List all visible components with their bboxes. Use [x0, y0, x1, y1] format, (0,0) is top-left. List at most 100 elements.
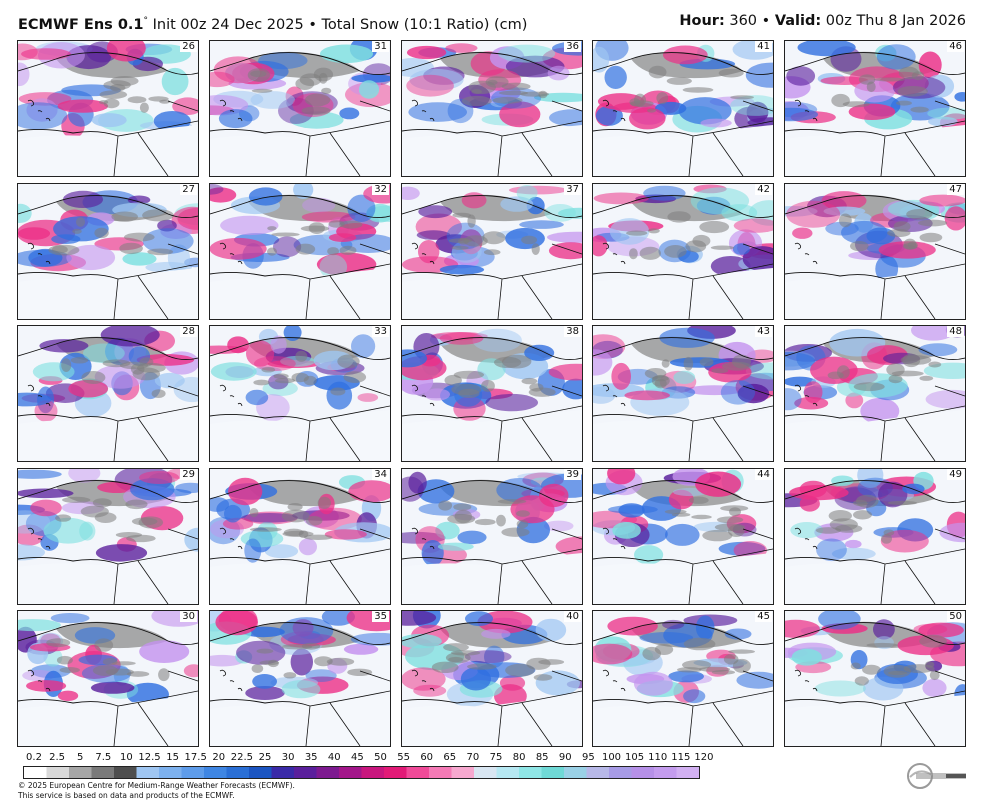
member-number-label: 44	[755, 469, 772, 480]
member-number-label: 41	[755, 41, 772, 52]
colorbar-tick-label: 55	[397, 752, 410, 763]
colorbar-swatch	[46, 767, 70, 778]
colorbar-swatch	[136, 767, 160, 778]
colorbar-swatch	[496, 767, 520, 778]
ensemble-member-panel: 46	[784, 40, 966, 177]
colorbar-swatch	[631, 767, 655, 778]
member-number-label: 48	[947, 326, 964, 337]
colorbar-tick-labels: 0.2 2.5 5 7.5 10 12.5 15 17.5 20 22.5 25 30 35 40 45 50…	[0, 752, 984, 765]
colorbar-swatches	[24, 767, 699, 778]
ensemble-member-panel: 49	[784, 468, 966, 605]
colorbar-tick-label: 115	[671, 752, 691, 763]
hour-value: 360	[724, 13, 758, 29]
colorbar-tick-label: 95	[582, 752, 595, 763]
ensemble-member-panel: 36	[401, 40, 583, 177]
colorbar-swatch	[24, 767, 47, 778]
colorbar-tick-label: 70	[466, 752, 480, 763]
snowfall-map	[210, 611, 390, 746]
colorbar-tick-label: 120	[694, 752, 714, 763]
member-number-label: 49	[947, 469, 964, 480]
colorbar-swatch	[429, 767, 452, 778]
ensemble-member-panel: 33	[209, 325, 391, 462]
init-time: Init 00z 24 Dec 2025	[148, 17, 304, 33]
ensemble-member-panel: 34	[209, 468, 391, 605]
member-number-label: 34	[372, 469, 389, 480]
snowfall-map	[593, 611, 773, 746]
member-number-label: 35	[372, 611, 389, 622]
colorbar-tick-label: 110	[648, 752, 668, 763]
member-number-label: 28	[180, 326, 197, 337]
member-number-label: 45	[755, 611, 772, 622]
colorbar-tick-label: 75	[489, 752, 503, 763]
snowfall-map	[210, 41, 390, 176]
ensemble-member-panel: 38	[401, 325, 583, 462]
member-number-label: 43	[755, 326, 772, 337]
member-number-label: 31	[372, 41, 389, 52]
snowfall-map	[593, 41, 773, 176]
ensemble-member-panel: 31	[209, 40, 391, 177]
ensemble-member-panel: 35	[209, 610, 391, 747]
weatherbell-logo-icon	[907, 763, 966, 789]
ensemble-member-panel: 41	[592, 40, 774, 177]
colorbar-swatch	[91, 767, 115, 778]
colorbar-tick-label: 25	[258, 752, 272, 763]
member-number-label: 42	[755, 184, 772, 195]
snowfall-map	[210, 469, 390, 604]
member-number-label: 27	[180, 184, 197, 195]
colorbar-swatch	[541, 767, 565, 778]
colorbar-swatch	[204, 767, 227, 778]
snowfall-map	[18, 611, 198, 746]
snowfall-map	[402, 469, 582, 604]
colorbar-swatch	[316, 767, 340, 778]
colorbar-tick-label: 80	[512, 752, 526, 763]
colorbar-tick-label: 40	[327, 752, 341, 763]
colorbar-tick-label: 30	[281, 752, 295, 763]
colorbar-tick-label: 50	[374, 752, 387, 763]
member-number-label: 26	[180, 41, 197, 52]
snowfall-map	[18, 41, 198, 176]
ensemble-member-panel: 37	[401, 183, 583, 320]
valid-separator: •	[757, 13, 775, 29]
snowfall-map	[593, 469, 773, 604]
ensemble-member-panel: 28	[17, 325, 199, 462]
colorbar-tick-label: 10	[120, 752, 133, 763]
colorbar-tick-label: 90	[558, 752, 572, 763]
colorbar-tick-label: 0.2	[26, 752, 42, 763]
degree-mark: °	[143, 16, 149, 26]
snowfall-map	[210, 326, 390, 461]
colorbar-swatch	[114, 767, 137, 778]
snowfall-map	[785, 469, 965, 604]
colorbar-tick-label: 85	[535, 752, 549, 763]
colorbar-tick-label: 2.5	[49, 752, 66, 763]
member-number-label: 32	[372, 184, 389, 195]
colorbar-swatch	[339, 767, 362, 778]
ensemble-panel-grid: 26 31 36 41 46 27 32 37 42 47 28 33 38 43 48 29 34 39 44 49…	[17, 40, 968, 750]
ensemble-member-panel: 26	[17, 40, 199, 177]
snowfall-map	[402, 41, 582, 176]
colorbar-tick-label: 100	[601, 752, 622, 763]
snowfall-map	[18, 469, 198, 604]
snowfall-map	[785, 184, 965, 319]
colorbar-swatch	[451, 767, 475, 778]
ensemble-member-panel: 29	[17, 468, 199, 605]
snowfall-map	[785, 326, 965, 461]
colorbar-tick-label: 15	[166, 752, 179, 763]
colorbar-swatch	[249, 767, 272, 778]
snowfall-map	[785, 611, 965, 746]
colorbar-tick-label: 65	[443, 752, 457, 763]
member-number-label: 33	[372, 326, 389, 337]
member-number-label: 37	[564, 184, 581, 195]
ensemble-member-panel: 45	[592, 610, 774, 747]
ensemble-member-panel: 30	[17, 610, 199, 747]
ensemble-member-panel: 47	[784, 183, 966, 320]
ensemble-member-panel: 48	[784, 325, 966, 462]
snowfall-map	[593, 326, 773, 461]
colorbar-swatch	[519, 767, 542, 778]
colorbar-swatch	[474, 767, 497, 778]
snowfall-map	[18, 326, 198, 461]
ensemble-member-panel: 39	[401, 468, 583, 605]
ensemble-member-panel: 44	[592, 468, 774, 605]
copyright-line: © 2025 European Centre for Medium-Range …	[18, 781, 295, 790]
member-number-label: 50	[947, 611, 964, 622]
snowfall-map	[785, 41, 965, 176]
